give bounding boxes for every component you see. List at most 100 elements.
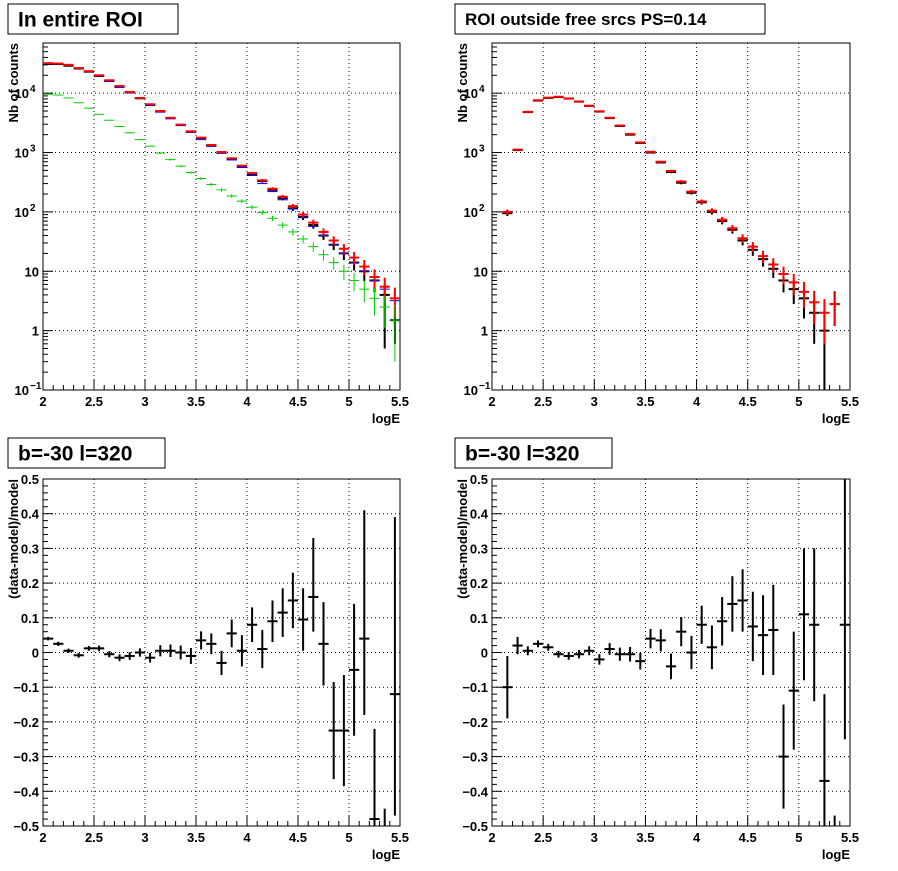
data-point <box>757 595 769 676</box>
data-point <box>655 629 666 652</box>
data-point <box>124 652 135 660</box>
data-point <box>175 645 186 660</box>
x-tick-label: 5 <box>345 830 352 845</box>
x-tick-label: 5.5 <box>841 830 859 845</box>
data-point <box>94 113 105 115</box>
data-point <box>328 681 339 780</box>
data-point <box>778 704 789 809</box>
data-point <box>349 603 360 736</box>
data-point <box>747 242 758 253</box>
data-point <box>318 249 329 261</box>
tick-labels: 2 2.5 3 3.5 4 4.5 5 5.5 −0.5 −0.4 −0.3 −0.2 −0.1 0 0.1… <box>13 472 409 845</box>
data-point <box>359 510 370 715</box>
data-point <box>706 625 718 670</box>
data-point <box>63 97 74 99</box>
data-point <box>369 269 380 289</box>
data-point <box>43 93 54 95</box>
data-point <box>155 152 166 154</box>
title-box <box>454 437 613 469</box>
data-point <box>185 647 196 664</box>
y-axis-label: (data-model)/model <box>455 479 470 599</box>
title-text: b=-30 l=320 <box>465 443 579 466</box>
data-point <box>349 252 360 265</box>
data-point <box>114 125 125 127</box>
y-tick-label: 0.5 <box>21 472 39 487</box>
data-point <box>257 179 268 182</box>
y-tick-exponent: 3 <box>30 144 36 155</box>
data-point <box>308 219 319 226</box>
data-point <box>277 222 288 229</box>
y-tick-label: 0 <box>32 646 39 661</box>
data-point <box>359 259 370 276</box>
x-tick-label: 4 <box>243 830 251 845</box>
y-tick-exponent: −1 <box>30 381 42 392</box>
data-point <box>175 123 186 126</box>
x-tick-label: 5 <box>795 830 802 845</box>
data-point <box>196 631 207 650</box>
data-point <box>635 141 646 144</box>
x-tick-label: 5 <box>795 394 802 409</box>
data-point <box>287 572 298 629</box>
series-0 <box>502 479 850 826</box>
x-tick-label: 4 <box>693 394 701 409</box>
data-point <box>502 655 513 719</box>
data-point <box>267 600 278 643</box>
x-tick-label: 4.5 <box>289 830 307 845</box>
data-point <box>73 102 84 104</box>
data-point <box>43 636 54 641</box>
data-point <box>584 104 595 107</box>
data-point <box>584 646 595 656</box>
data-point <box>298 235 309 244</box>
data-point <box>543 643 554 651</box>
y-tick-label: 0.2 <box>21 576 39 591</box>
ticks <box>491 42 851 391</box>
x-tick-label: 2 <box>488 394 495 409</box>
data-point <box>236 635 247 667</box>
data-point <box>645 150 656 153</box>
data-point <box>104 119 115 121</box>
data-point <box>257 629 268 669</box>
data-point <box>543 96 554 99</box>
data-point <box>706 208 718 214</box>
x-tick-label: 4.5 <box>289 394 307 409</box>
panel-title: b=-30 l=320 <box>7 437 166 469</box>
y-tick-exponent: −1 <box>479 381 491 392</box>
data-point <box>522 110 533 113</box>
data-point <box>124 90 135 93</box>
y-tick-label: 0.3 <box>21 541 39 556</box>
x-tick-label: 2.5 <box>534 394 552 409</box>
data-point <box>389 305 400 362</box>
x-axis-label: logE <box>822 411 850 426</box>
ticks <box>491 478 851 827</box>
y-tick-label: −0.5 <box>13 819 39 834</box>
y-tick-label: 0.4 <box>21 507 40 522</box>
data-point <box>696 605 707 644</box>
data-point <box>277 194 288 199</box>
data-point <box>165 644 176 658</box>
data-point <box>727 576 738 632</box>
data-point <box>83 645 94 651</box>
y-axis-label: (data-model)/model <box>6 479 21 599</box>
series-3 <box>43 93 400 362</box>
data-point <box>185 171 196 174</box>
y-tick-label: 0 <box>481 646 488 661</box>
data-point <box>247 171 258 175</box>
data-point <box>206 633 217 655</box>
panel-title: ROI outside free srcs PS=0.14 <box>454 3 766 35</box>
x-tick-label: 5.5 <box>391 830 409 845</box>
x-tick-label: 2 <box>39 830 46 845</box>
data-point <box>104 651 115 658</box>
title-box <box>454 3 766 35</box>
data-point <box>717 216 728 223</box>
y-tick-label: 0.3 <box>470 541 488 556</box>
data-point <box>798 548 810 681</box>
data-point <box>134 139 145 141</box>
data-point <box>798 281 810 309</box>
y-tick-label: 1 <box>481 324 488 339</box>
data-point <box>512 148 523 151</box>
data-point <box>532 99 544 102</box>
data-point <box>573 650 585 659</box>
y-axis-label: Nb of counts <box>455 43 470 122</box>
y-tick-label: 10 <box>25 264 39 279</box>
